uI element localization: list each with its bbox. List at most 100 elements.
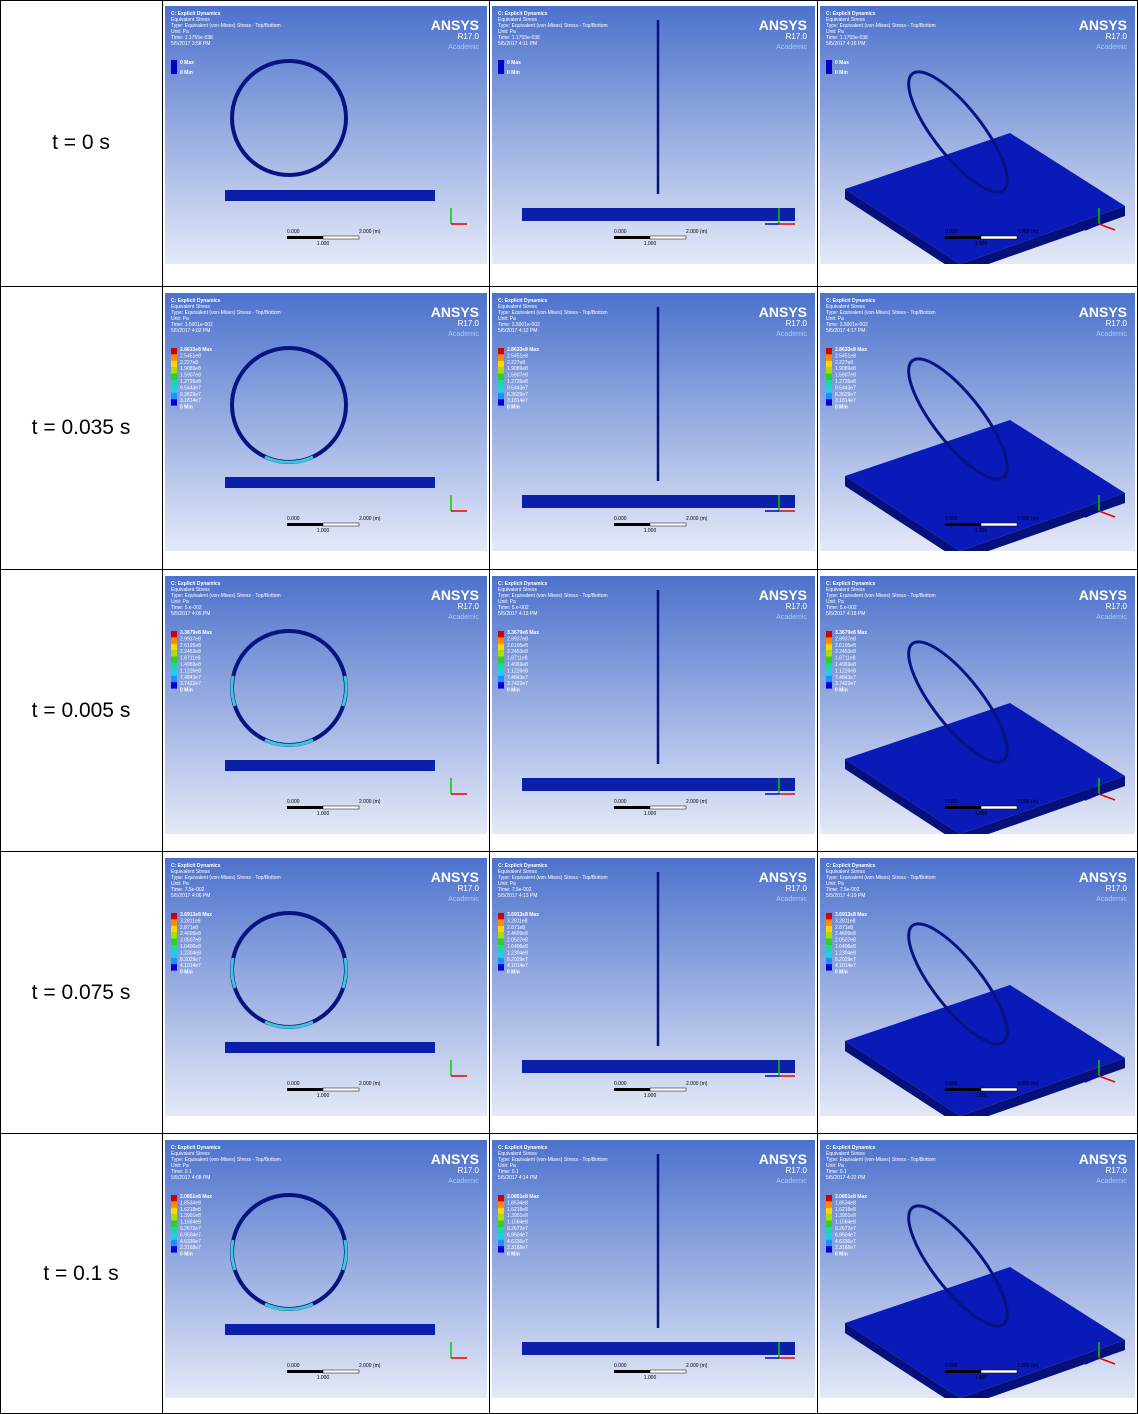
legend-swatch <box>171 682 177 688</box>
legend-swatch <box>171 1208 177 1214</box>
legend-label: 4.1014e7 <box>180 963 201 969</box>
legend-swatch <box>171 926 177 932</box>
legend-swatch <box>171 380 177 386</box>
legend-swatch <box>171 393 177 399</box>
scale-label: 0.000 <box>614 799 627 805</box>
simulation-view: C: Explicit DynamicsEquivalent StressTyp… <box>165 1140 487 1398</box>
legend-label: 1.5907e8 <box>180 373 201 379</box>
legend-swatch <box>498 1227 504 1233</box>
legend-label: 0 Max <box>180 60 194 66</box>
brand: ANSYS <box>1079 304 1127 320</box>
image-cell: C: Explicit DynamicsEquivalent StressTyp… <box>818 0 1138 287</box>
legend-label: 4.1014e7 <box>507 963 528 969</box>
legend-label: 2.0507e8 <box>507 938 528 944</box>
legend-label: 3.1814e7 <box>180 398 201 404</box>
simulation-view: C: Explicit DynamicsEquivalent StressTyp… <box>820 576 1135 834</box>
legend-swatch <box>498 939 504 945</box>
date: 5/5/2017 4:18 PM <box>826 611 865 617</box>
legend-swatch <box>171 631 177 637</box>
legend-label: 1.1584e8 <box>180 1220 201 1226</box>
legend-label: 2.8633e8 Max <box>835 347 867 353</box>
legend-label: 7.4843e7 <box>507 675 528 681</box>
plate <box>225 190 435 201</box>
legend-label: 1.8534e8 <box>180 1200 201 1206</box>
legend-swatch <box>498 919 504 925</box>
scale-label: 2.000 (m) <box>686 1081 708 1087</box>
legend-label: 3.7422e7 <box>835 681 856 687</box>
legend-label: 1.8711e8 <box>507 656 528 662</box>
legend-label: 1.3901e8 <box>180 1213 201 1219</box>
legend-swatch <box>498 663 504 669</box>
legend-swatch <box>171 663 177 669</box>
scale-label: 1.500 <box>975 1093 988 1099</box>
legend-label: 1.1226e8 <box>507 668 528 674</box>
image-cell: C: Explicit DynamicsEquivalent StressTyp… <box>818 852 1138 1134</box>
scale-label: 0.000 <box>945 516 958 522</box>
legend-label: 1.9089e8 <box>507 366 528 372</box>
scale-label: 0.000 <box>614 1363 627 1369</box>
image-cell: C: Explicit DynamicsEquivalent StressTyp… <box>163 570 490 852</box>
legend-label: 1.6406e8 <box>507 944 528 950</box>
simulation-view: C: Explicit DynamicsEquivalent StressTyp… <box>492 6 815 264</box>
brand: ANSYS <box>431 1151 479 1167</box>
legend-label: 3.1814e7 <box>507 398 528 404</box>
legend-swatch <box>826 926 832 932</box>
legend-swatch <box>498 374 504 380</box>
legend-swatch <box>498 958 504 964</box>
legend-swatch <box>498 913 504 919</box>
image-cell: C: Explicit DynamicsEquivalent StressTyp… <box>163 852 490 1134</box>
version: R17.0 <box>1106 602 1128 611</box>
legend-swatch <box>498 650 504 656</box>
legend-label: 6.9504e7 <box>180 1232 201 1238</box>
version: R17.0 <box>458 319 480 328</box>
date: 5/5/2017 4:05 PM <box>171 611 210 617</box>
legend-swatch <box>498 644 504 650</box>
brand: ANSYS <box>759 1151 807 1167</box>
legend-label: 0 Min <box>180 405 193 411</box>
scale-bar <box>323 523 359 526</box>
plate <box>225 760 435 771</box>
scale-label: 1.000 <box>644 1375 657 1381</box>
plate <box>522 208 795 221</box>
legend-label: 2.5451e8 <box>507 353 528 359</box>
legend-swatch <box>498 399 504 405</box>
edition: Academic <box>448 1178 479 1185</box>
legend-swatch <box>498 361 504 367</box>
legend-label: 2.6195e8 <box>180 643 201 649</box>
date: 5/5/2017 4:16 PM <box>826 41 865 47</box>
date: 5/5/2017 4:11 PM <box>498 41 537 47</box>
legend-swatch <box>498 1195 504 1201</box>
time-label-cell: t = 0.005 s <box>0 570 163 852</box>
legend-swatch <box>171 1221 177 1227</box>
legend-swatch <box>171 1246 177 1252</box>
simulation-view: C: Explicit DynamicsEquivalent StressTyp… <box>820 1140 1135 1398</box>
viewport-bg <box>492 293 815 551</box>
legend-label: 0 Min <box>507 1252 520 1258</box>
version: R17.0 <box>786 602 808 611</box>
legend-label: 9.2672e7 <box>507 1226 528 1232</box>
legend-swatch <box>498 1221 504 1227</box>
legend-label: 3.3679e8 Max <box>835 630 867 636</box>
legend-swatch <box>498 669 504 675</box>
legend-swatch <box>171 932 177 938</box>
legend-swatch <box>826 348 832 354</box>
scale-bar <box>323 806 359 809</box>
legend-swatch <box>826 1227 832 1233</box>
version: R17.0 <box>458 1166 480 1175</box>
legend-label: 1.4969e8 <box>180 662 201 668</box>
scale-label: 2.000 (m) <box>686 229 708 235</box>
legend-label: 2.3168e7 <box>835 1245 856 1251</box>
scale-bar <box>323 236 359 239</box>
scale-bar <box>287 806 323 809</box>
legend-swatch <box>826 913 832 919</box>
version: R17.0 <box>786 319 808 328</box>
scale-bar <box>650 806 686 809</box>
plate <box>522 1342 795 1355</box>
legend-swatch <box>498 682 504 688</box>
plate <box>225 477 435 488</box>
plate <box>225 1324 435 1335</box>
legend-swatch <box>826 637 832 643</box>
brand: ANSYS <box>759 17 807 33</box>
